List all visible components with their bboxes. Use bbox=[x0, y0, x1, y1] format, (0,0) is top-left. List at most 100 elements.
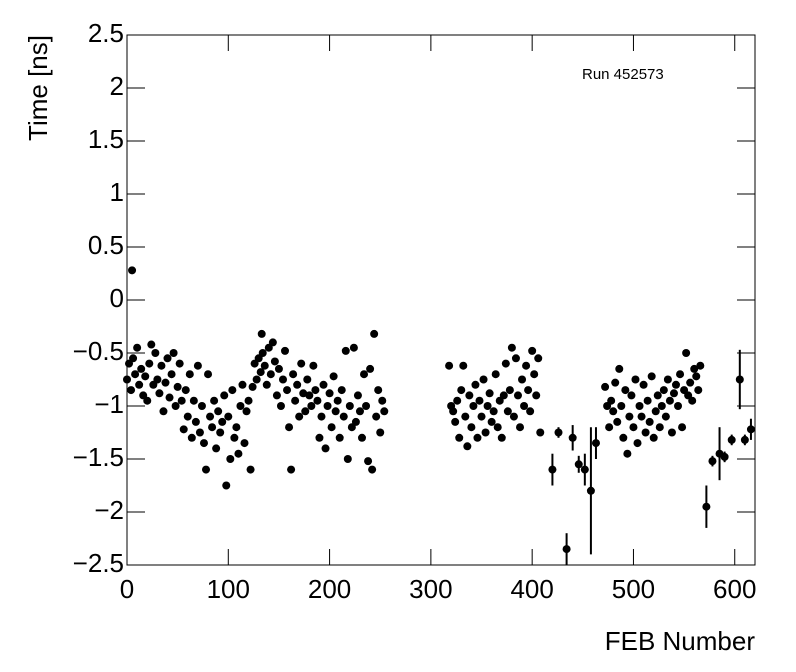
data-point bbox=[189, 396, 198, 405]
data-point bbox=[720, 452, 729, 461]
data-point bbox=[674, 402, 683, 410]
data-point bbox=[631, 375, 640, 384]
data-point bbox=[133, 343, 142, 352]
x-tick-label: 500 bbox=[612, 574, 655, 604]
data-point bbox=[341, 346, 350, 355]
data-point bbox=[625, 412, 634, 421]
data-point bbox=[645, 417, 654, 426]
data-point bbox=[481, 428, 490, 437]
data-point bbox=[325, 389, 334, 398]
data-point bbox=[309, 361, 318, 370]
data-point bbox=[629, 423, 638, 432]
data-point bbox=[493, 423, 502, 432]
data-point bbox=[694, 386, 703, 395]
x-tick-label: 100 bbox=[207, 574, 250, 604]
data-point bbox=[137, 364, 146, 373]
data-point bbox=[349, 343, 358, 352]
data-point bbox=[257, 329, 266, 338]
data-point bbox=[339, 412, 348, 421]
data-point bbox=[688, 396, 697, 405]
data-point bbox=[167, 370, 176, 379]
data-point bbox=[554, 428, 563, 437]
data-point bbox=[135, 380, 144, 389]
data-point bbox=[534, 354, 543, 363]
y-tick-label: 1 bbox=[110, 177, 124, 207]
data-point bbox=[337, 386, 346, 395]
data-point bbox=[661, 412, 670, 421]
data-point bbox=[639, 380, 648, 389]
data-point bbox=[329, 372, 338, 381]
x-tick-label: 600 bbox=[713, 574, 756, 604]
data-point bbox=[479, 375, 488, 384]
data-point bbox=[285, 423, 294, 432]
data-point bbox=[157, 361, 166, 370]
data-point bbox=[315, 433, 324, 442]
data-point bbox=[611, 378, 620, 387]
data-point bbox=[463, 442, 472, 451]
data-point bbox=[129, 354, 138, 363]
data-point bbox=[278, 375, 287, 384]
data-point bbox=[128, 266, 137, 275]
data-point bbox=[627, 391, 636, 400]
data-point bbox=[177, 396, 186, 405]
data-point bbox=[345, 402, 354, 410]
data-point bbox=[266, 370, 275, 379]
data-point bbox=[224, 412, 233, 421]
data-point bbox=[185, 370, 194, 379]
data-point bbox=[615, 364, 624, 373]
data-point bbox=[199, 439, 208, 448]
data-point bbox=[123, 375, 131, 384]
data-point bbox=[153, 375, 162, 384]
data-point bbox=[364, 457, 373, 466]
data-point bbox=[451, 417, 460, 426]
data-point bbox=[244, 396, 253, 405]
data-point bbox=[145, 359, 154, 368]
data-point bbox=[258, 349, 267, 357]
data-point bbox=[270, 357, 279, 366]
annotation: Run 452573 bbox=[582, 66, 664, 83]
data-point bbox=[461, 412, 470, 421]
data-point bbox=[727, 435, 736, 444]
data-point bbox=[202, 465, 211, 474]
data-point bbox=[248, 382, 257, 391]
data-point bbox=[740, 435, 749, 444]
data-point bbox=[516, 423, 525, 432]
data-point bbox=[378, 396, 387, 405]
data-point bbox=[609, 407, 618, 416]
data-point bbox=[323, 402, 332, 410]
data-point bbox=[376, 428, 385, 437]
data-point bbox=[357, 433, 366, 442]
data-point bbox=[568, 433, 577, 442]
data-point bbox=[667, 428, 676, 437]
data-point bbox=[623, 449, 632, 458]
data-point bbox=[633, 439, 642, 448]
data-point bbox=[276, 402, 285, 410]
x-tick-label: 0 bbox=[120, 574, 134, 604]
data-point bbox=[295, 412, 304, 421]
data-point bbox=[505, 386, 514, 395]
data-point bbox=[586, 486, 595, 495]
data-point bbox=[204, 370, 213, 379]
data-point bbox=[665, 396, 674, 405]
data-point bbox=[161, 378, 170, 387]
data-point bbox=[179, 425, 188, 434]
data-point bbox=[214, 407, 223, 416]
data-point bbox=[686, 378, 695, 387]
y-tick-label: 0 bbox=[110, 283, 124, 313]
data-point bbox=[467, 423, 476, 432]
data-point bbox=[445, 361, 454, 370]
data-point bbox=[159, 407, 168, 416]
data-point bbox=[299, 389, 308, 398]
data-point bbox=[236, 402, 245, 410]
data-point bbox=[175, 359, 184, 368]
data-point bbox=[459, 361, 468, 370]
data-point bbox=[372, 412, 381, 421]
data-point bbox=[708, 457, 717, 466]
data-point bbox=[246, 465, 255, 474]
data-point bbox=[522, 361, 531, 370]
data-point bbox=[548, 465, 557, 474]
data-point bbox=[366, 364, 375, 373]
data-point bbox=[457, 386, 466, 395]
data-point bbox=[487, 417, 496, 426]
